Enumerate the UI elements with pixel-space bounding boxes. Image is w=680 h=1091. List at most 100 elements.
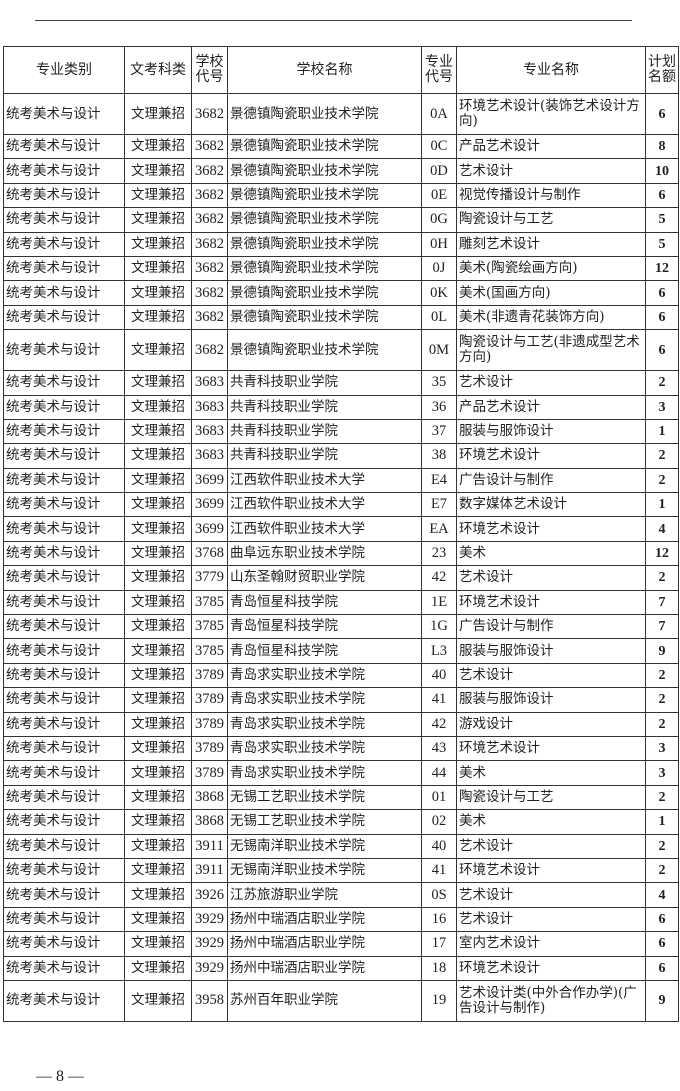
cell-major-category: 统考美术与设计 [3,614,125,640]
cell-major-category: 统考美术与设计 [3,882,125,908]
table-row: 统考美术与设计 文理兼招 3682 景德镇陶瓷职业技术学院 0D 艺术设计 10 [3,158,679,184]
cell-school-name: 景德镇陶瓷职业技术学院 [227,255,422,282]
cell-school-name: 江西软件职业技术大学 [227,516,422,542]
cell-school-name: 江苏旅游职业学院 [227,882,422,908]
cell-school-name: 景德镇陶瓷职业技术学院 [227,158,422,184]
table-row: 统考美术与设计 文理兼招 3683 共青科技职业学院 35 艺术设计 2 [3,370,679,396]
cell-major-category: 统考美术与设计 [3,565,125,591]
cell-major-category: 统考美术与设计 [3,418,125,445]
cell-major-name: 广告设计与制作 [456,614,646,640]
cell-major-category: 统考美术与设计 [3,931,125,957]
cell-major-code: 0C [421,133,457,160]
cell-subject-type: 文理兼招 [124,133,192,160]
cell-subject-type: 文理兼招 [124,857,192,884]
table-row: 统考美术与设计 文理兼招 3699 江西软件职业技术大学 EA 环境艺术设计 4 [3,516,679,542]
cell-subject-type: 文理兼招 [124,158,192,184]
cell-quota: 4 [645,882,679,908]
cell-major-category: 统考美术与设计 [3,133,125,160]
cell-major-name: 环境艺术设计 [456,516,646,542]
cell-major-category: 统考美术与设计 [3,784,125,811]
cell-major-category: 统考美术与设计 [3,955,125,981]
cell-subject-type: 文理兼招 [124,443,192,469]
cell-school-code: 3682 [191,93,228,135]
cell-school-code: 3779 [191,565,228,591]
table-row: 统考美术与设计 文理兼招 3789 青岛求实职业技术学院 42 游戏设计 2 [3,711,679,737]
cell-major-code: 43 [421,735,457,762]
cell-major-code: 36 [421,394,457,420]
header-major-category: 专业类别 [3,46,125,94]
cell-quota: 9 [645,979,679,1022]
table-row: 统考美术与设计 文理兼招 3768 曲阜远东职业技术学院 23 美术 12 [3,540,679,567]
cell-quota: 6 [645,931,679,957]
table-row: 统考美术与设计 文理兼招 3929 扬州中瑞酒店职业学院 17 室内艺术设计 6 [3,931,679,957]
cell-subject-type: 文理兼招 [124,492,192,518]
table-row: 统考美术与设计 文理兼招 3683 共青科技职业学院 38 环境艺术设计 2 [3,443,679,469]
header-major-name: 专业名称 [456,46,646,94]
cell-school-code: 3682 [191,280,228,306]
cell-major-name: 环境艺术设计 [456,857,646,884]
table-row: 统考美术与设计 文理兼招 3789 青岛求实职业技术学院 43 环境艺术设计 3 [3,735,679,762]
cell-school-name: 景德镇陶瓷职业技术学院 [227,231,422,257]
cell-school-code: 3911 [191,833,228,859]
table-row: 统考美术与设计 文理兼招 3682 景德镇陶瓷职业技术学院 0M 陶瓷设计与工艺(非遗成型… [3,329,679,372]
cell-school-code: 3868 [191,784,228,811]
cell-major-category: 统考美术与设计 [3,638,125,664]
cell-school-code: 3929 [191,955,228,981]
cell-school-code: 3789 [191,687,228,713]
cell-subject-type: 文理兼招 [124,979,192,1022]
cell-quota: 12 [645,255,679,282]
cell-major-name: 环境艺术设计(装饰艺术设计方向) [456,93,646,135]
table-header-row: 专业类别 文考科类 学校代号 学校名称 专业代号 专业名称 计划名额 [3,46,679,94]
table-row: 统考美术与设计 文理兼招 3789 青岛求实职业技术学院 41 服装与服饰设计 2 [3,687,679,713]
cell-major-code: 1G [421,614,457,640]
cell-quota: 9 [645,638,679,664]
cell-subject-type: 文理兼招 [124,833,192,859]
cell-major-name: 服装与服饰设计 [456,418,646,445]
cell-major-name: 室内艺术设计 [456,931,646,957]
table-row: 统考美术与设计 文理兼招 3682 景德镇陶瓷职业技术学院 0K 美术(国画方向) 6 [3,280,679,306]
cell-major-code: 41 [421,857,457,884]
cell-major-code: 0M [421,329,457,372]
cell-school-name: 曲阜远东职业技术学院 [227,540,422,567]
cell-major-name: 艺术设计 [456,158,646,184]
cell-major-category: 统考美术与设计 [3,370,125,396]
cell-major-code: 18 [421,955,457,981]
cell-major-name: 美术 [456,760,646,786]
cell-school-name: 扬州中瑞酒店职业学院 [227,906,422,933]
cell-quota: 4 [645,516,679,542]
cell-school-code: 3789 [191,760,228,786]
cell-quota: 6 [645,304,679,331]
cell-school-code: 3683 [191,443,228,469]
cell-major-code: 16 [421,906,457,933]
page-number: — 8 — [36,1068,84,1085]
cell-school-code: 3789 [191,711,228,737]
table-row: 统考美术与设计 文理兼招 3683 共青科技职业学院 36 产品艺术设计 3 [3,394,679,420]
table-row: 统考美术与设计 文理兼招 3682 景德镇陶瓷职业技术学院 0G 陶瓷设计与工艺 5 [3,207,679,233]
table-row: 统考美术与设计 文理兼招 3682 景德镇陶瓷职业技术学院 0C 产品艺术设计 8 [3,133,679,160]
cell-quota: 1 [645,418,679,445]
cell-quota: 2 [645,833,679,859]
cell-major-name: 环境艺术设计 [456,443,646,469]
cell-major-code: 42 [421,711,457,737]
cell-subject-type: 文理兼招 [124,231,192,257]
cell-school-name: 青岛恒星科技学院 [227,614,422,640]
cell-school-name: 景德镇陶瓷职业技术学院 [227,280,422,306]
cell-school-name: 景德镇陶瓷职业技术学院 [227,93,422,135]
cell-major-category: 统考美术与设计 [3,255,125,282]
cell-major-category: 统考美术与设计 [3,93,125,135]
cell-quota: 6 [645,182,679,209]
cell-school-name: 景德镇陶瓷职业技术学院 [227,133,422,160]
cell-school-code: 3868 [191,809,228,835]
cell-school-name: 青岛求实职业技术学院 [227,662,422,689]
cell-subject-type: 文理兼招 [124,516,192,542]
cell-major-code: 0L [421,304,457,331]
cell-school-code: 3929 [191,931,228,957]
cell-major-code: 40 [421,833,457,859]
cell-major-category: 统考美术与设计 [3,906,125,933]
cell-quota: 3 [645,735,679,762]
cell-major-category: 统考美术与设计 [3,231,125,257]
cell-school-code: 3683 [191,370,228,396]
cell-major-code: 0H [421,231,457,257]
cell-quota: 1 [645,492,679,518]
cell-major-name: 视觉传播设计与制作 [456,182,646,209]
